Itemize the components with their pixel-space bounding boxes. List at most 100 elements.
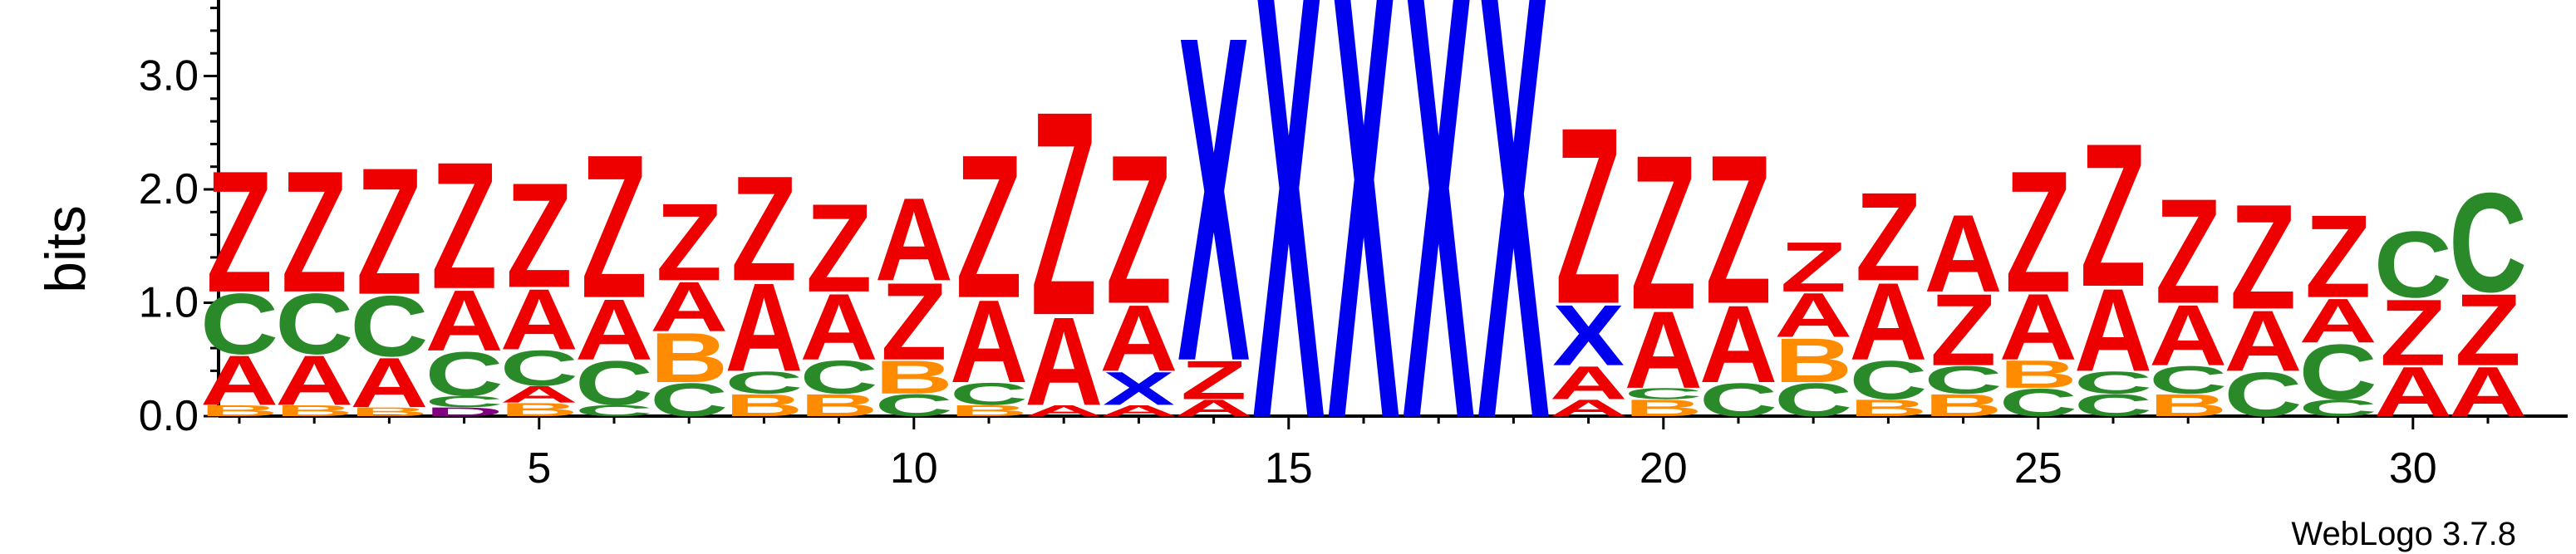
- glyph-c: C: [650, 374, 728, 426]
- y-axis: 0.01.02.03.04.0: [139, 0, 220, 440]
- glyph-a: A: [275, 341, 353, 420]
- glyph-z: Z: [1705, 111, 1772, 349]
- glyph-c: C: [2374, 211, 2452, 316]
- glyph-b: B: [800, 388, 878, 423]
- glyph-b: B: [650, 318, 728, 397]
- glyph-z: Z: [956, 112, 1022, 341]
- x-tick-label: 30: [2389, 444, 2437, 493]
- logo-stack: CAZ: [2224, 174, 2302, 430]
- glyph-a: A: [725, 257, 803, 397]
- glyph-a: A: [2374, 352, 2452, 431]
- glyph-a: A: [1025, 402, 1103, 419]
- glyph-a: A: [1550, 357, 1628, 409]
- glyph-c: C: [575, 347, 653, 418]
- glyph-c: C: [1625, 385, 1703, 402]
- glyph-z: Z: [2455, 272, 2521, 387]
- y-tick-label: 1.0: [139, 279, 199, 327]
- glyph-z: Z: [431, 125, 498, 327]
- logo-stack: AZX: [1175, 0, 1253, 459]
- glyph-c: C: [275, 276, 353, 373]
- glyph-b: B: [200, 402, 278, 419]
- glyph-z: Z: [881, 260, 947, 383]
- glyph-z: Z: [2305, 190, 2372, 321]
- glyph-z: Z: [581, 112, 647, 341]
- glyph-c: C: [2299, 395, 2377, 421]
- glyph-c: C: [425, 393, 504, 410]
- glyph-x: X: [1552, 287, 1625, 385]
- glyph-z: Z: [2005, 135, 2072, 329]
- glyph-z: Z: [731, 146, 798, 313]
- glyph-c: C: [575, 402, 653, 419]
- glyph-c: C: [2074, 365, 2152, 400]
- glyph-x: X: [1252, 0, 1325, 551]
- glyph-c: C: [425, 338, 504, 409]
- glyph-z: Z: [1930, 272, 1997, 387]
- glyph-a: A: [200, 341, 278, 420]
- y-tick-label: 2.0: [139, 165, 199, 213]
- glyph-a: A: [1625, 288, 1703, 411]
- logo-stack: X: [1477, 0, 1551, 547]
- glyph-b: B: [725, 388, 803, 423]
- glyph-x: X: [1177, 0, 1251, 459]
- y-tick-label: 0.0: [139, 392, 199, 440]
- logo-stack: X: [1328, 0, 1401, 554]
- glyph-z: Z: [356, 130, 423, 333]
- glyph-z: Z: [2080, 101, 2146, 329]
- logo-stack: X: [1252, 0, 1325, 551]
- glyph-c: C: [1774, 374, 1852, 426]
- glyph-z: Z: [1181, 349, 1247, 410]
- logo-stacks: BACZBACZBACZDCCAZBACAZCCAZCBAZBCAZBCAZCB…: [200, 0, 2527, 554]
- glyph-z: Z: [1030, 52, 1097, 377]
- glyph-c: C: [2149, 358, 2227, 402]
- glyph-x: X: [1477, 0, 1551, 547]
- glyph-z: Z: [1106, 111, 1172, 349]
- glyph-a: A: [1099, 285, 1177, 390]
- glyph-z: Z: [1780, 228, 1846, 306]
- glyph-c: C: [875, 388, 953, 423]
- glyph-a: A: [800, 274, 878, 380]
- glyph-a: A: [2224, 293, 2302, 390]
- glyph-b: B: [1774, 325, 1852, 395]
- glyph-a: A: [950, 276, 1028, 407]
- glyph-a: A: [1175, 395, 1253, 421]
- glyph-a: A: [2074, 264, 2152, 395]
- glyph-a: A: [500, 381, 578, 408]
- glyph-c: C: [950, 376, 1028, 411]
- glyph-b: B: [2149, 388, 2227, 423]
- glyph-z: Z: [1856, 166, 1922, 306]
- x-tick-label: 5: [527, 444, 551, 493]
- glyph-c: C: [200, 276, 278, 373]
- glyph-c: C: [1849, 349, 1927, 410]
- glyph-a: A: [1099, 402, 1177, 419]
- glyph-b: B: [1625, 395, 1703, 421]
- glyph-c: C: [800, 351, 878, 404]
- glyph-x: X: [1103, 362, 1175, 414]
- glyph-b: B: [1999, 352, 2077, 396]
- glyph-c: C: [1999, 380, 2077, 424]
- glyph-a: A: [575, 282, 653, 379]
- glyph-a: A: [1849, 260, 1927, 383]
- glyph-b: B: [275, 402, 353, 419]
- x-tick-label: 10: [890, 444, 938, 493]
- y-tick-label: 3.0: [139, 52, 199, 101]
- glyph-b: B: [500, 399, 578, 420]
- glyph-a: A: [425, 272, 504, 370]
- logo-stack: X: [1403, 0, 1476, 551]
- glyph-z: Z: [656, 180, 722, 303]
- glyph-d: D: [425, 404, 504, 419]
- glyph-a: A: [1774, 279, 1852, 350]
- x-axis: 5 10 15 20 25 30: [219, 414, 2568, 493]
- glyph-b: B: [350, 404, 428, 419]
- glyph-b: B: [1925, 388, 2003, 423]
- glyph-a: A: [1999, 274, 2077, 380]
- glyph-c: C: [2224, 359, 2302, 429]
